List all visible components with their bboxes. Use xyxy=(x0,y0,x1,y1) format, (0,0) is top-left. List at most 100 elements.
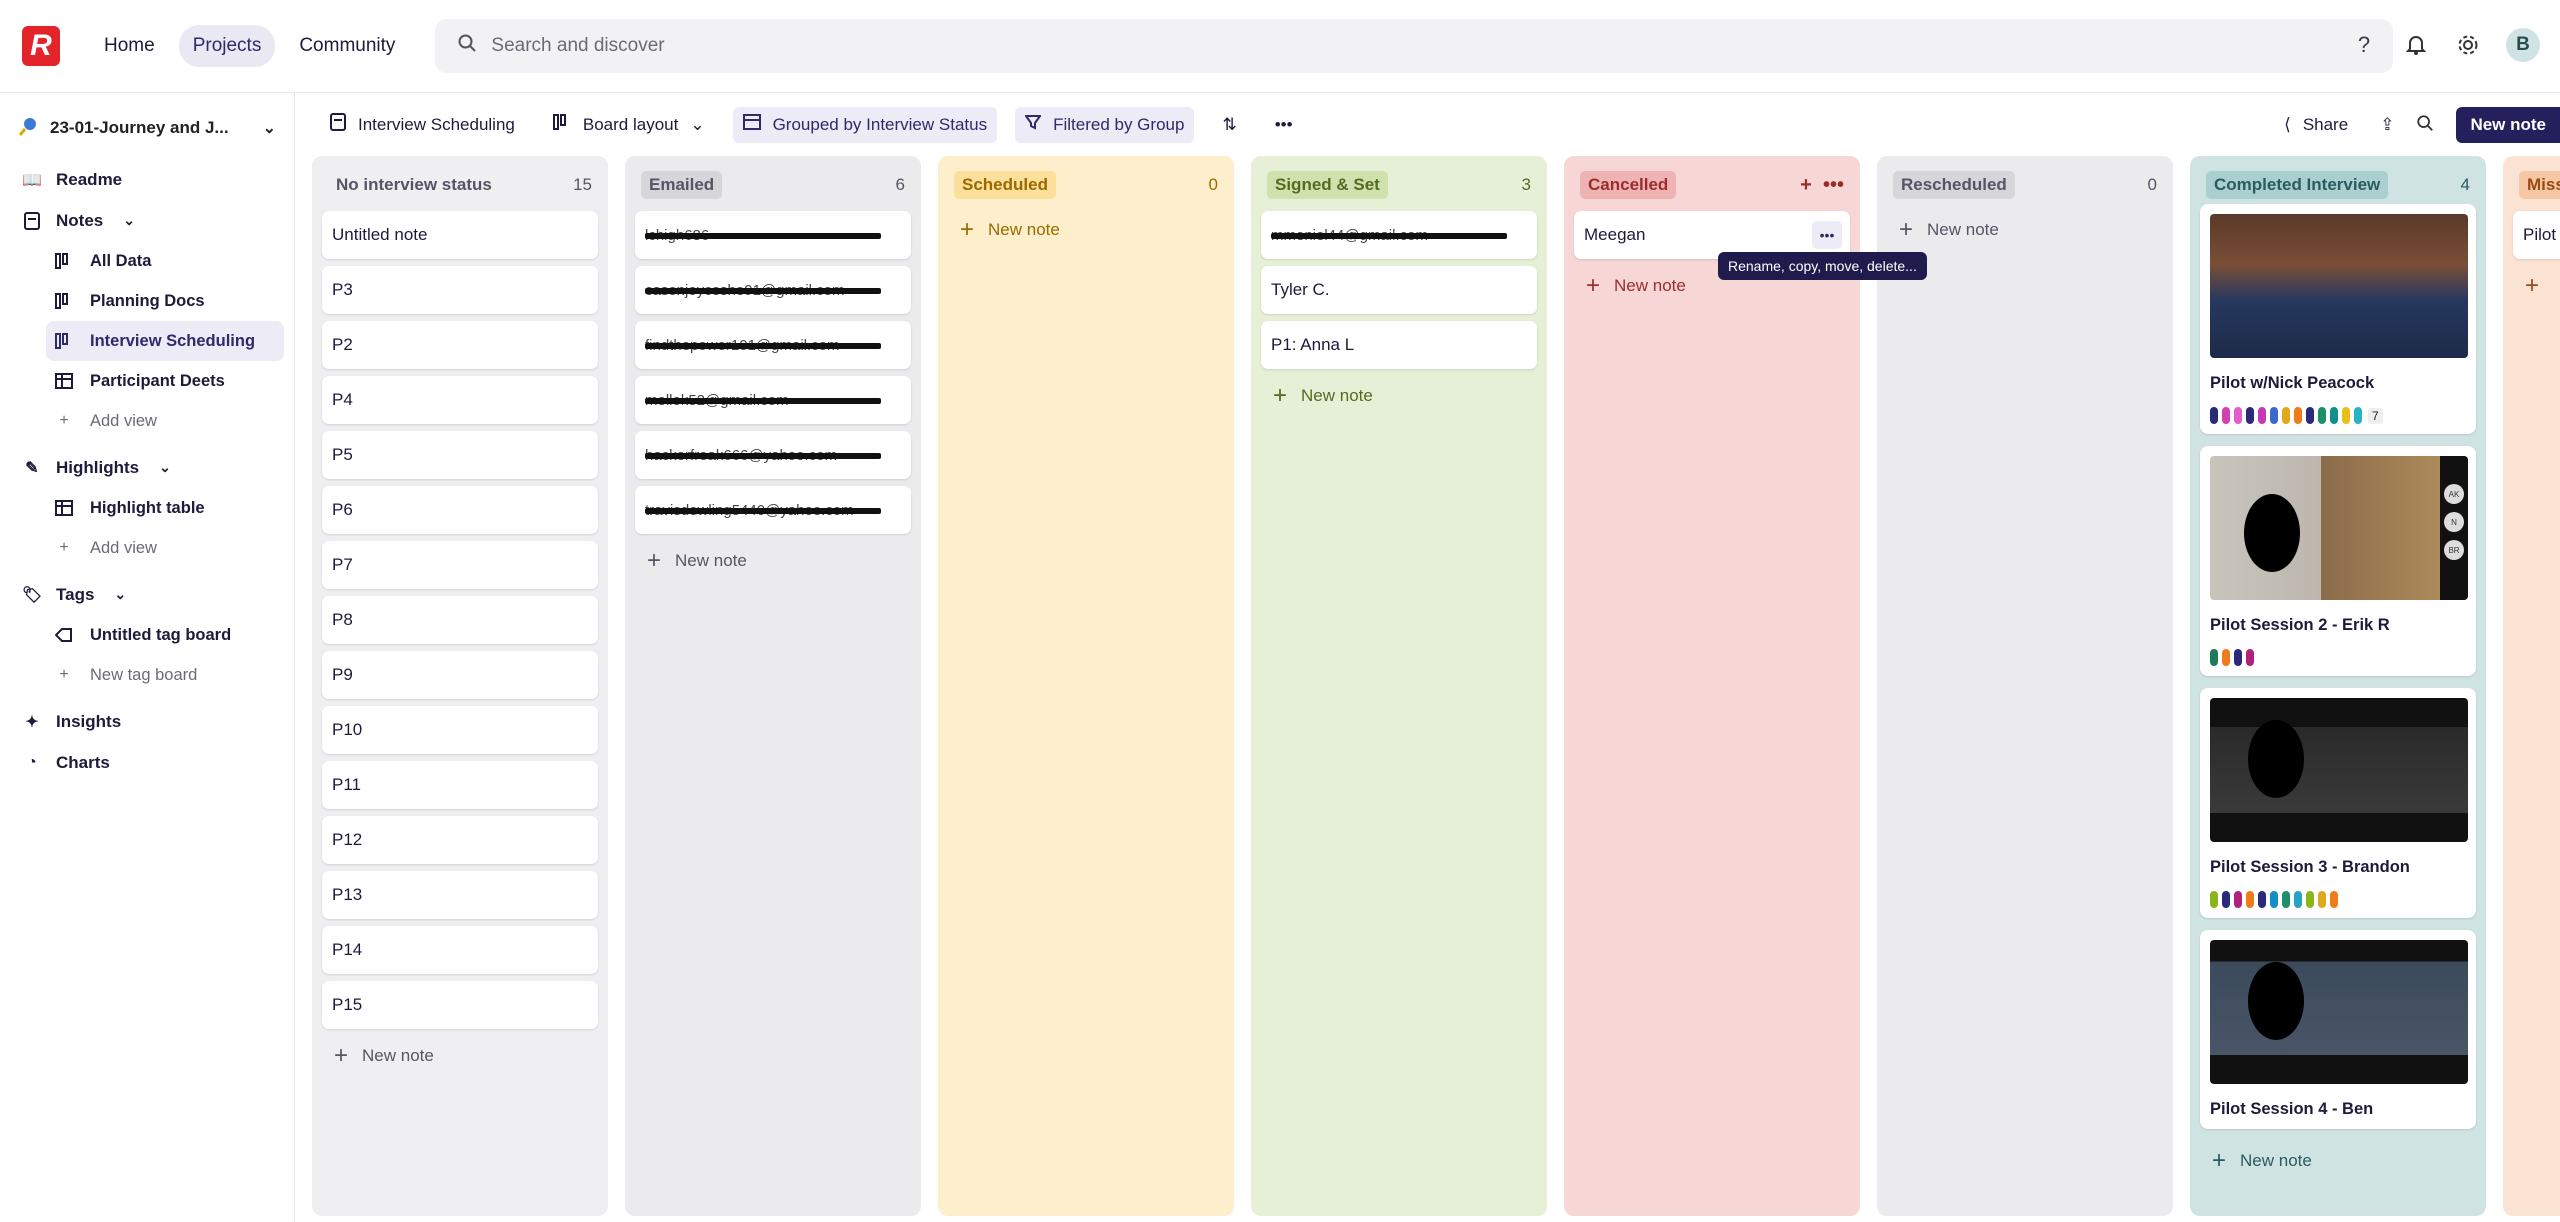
note-card[interactable]: P12 xyxy=(322,816,598,864)
project-selector[interactable]: 23-01-Journey and J... ⌄ xyxy=(0,111,294,145)
column-title: Cancelled xyxy=(1580,171,1677,199)
video-note-card[interactable]: Pilot Session 4 - Ben xyxy=(2200,930,2476,1129)
note-card[interactable]: P6 xyxy=(322,486,598,534)
card-more-options-icon[interactable]: ••• xyxy=(1812,221,1842,249)
note-card[interactable]: lchigh686 xyxy=(635,211,911,259)
nav-community[interactable]: Community xyxy=(299,35,396,56)
add-note-button[interactable]: + New note xyxy=(2200,1141,2476,1181)
note-card[interactable]: casonjoyceshe91@gmail.com xyxy=(635,266,911,314)
app-logo[interactable]: R xyxy=(22,26,60,66)
plus-icon: + xyxy=(334,1042,349,1069)
plus-icon: + xyxy=(1899,216,1914,243)
column-actions[interactable]: + ••• xyxy=(1800,174,1844,197)
upload-icon[interactable]: ⇪ xyxy=(2380,115,2395,134)
sidebar-item-tags[interactable]: 🏷 Tags ⌄ xyxy=(0,574,294,615)
note-card[interactable]: P4 xyxy=(322,376,598,424)
chevron-down-icon[interactable]: ⌄ xyxy=(123,212,135,228)
add-view-button[interactable]: + Add view xyxy=(46,401,284,441)
sidebar-view-participant-deets[interactable]: Participant Deets xyxy=(46,361,284,401)
search-icon[interactable] xyxy=(2416,114,2434,137)
view-name-button[interactable]: Interview Scheduling xyxy=(320,107,525,143)
user-avatar[interactable]: B xyxy=(2506,28,2540,62)
new-note-button[interactable]: New note xyxy=(2456,107,2560,143)
add-note-button[interactable]: + New note xyxy=(1261,376,1537,416)
column-header[interactable]: Cancelled + ••• xyxy=(1574,166,1850,204)
note-card[interactable]: P2 xyxy=(322,321,598,369)
column-header[interactable]: Miss xyxy=(2513,166,2560,204)
video-note-title: Pilot Session 2 - Erik R xyxy=(2210,616,2390,634)
chevron-down-icon[interactable]: ⌄ xyxy=(114,586,127,602)
layout-dropdown[interactable]: Board layout ⌄ xyxy=(543,107,715,143)
video-note-card[interactable]: Pilot w/Nick Peacock 7 xyxy=(2200,204,2476,434)
group-by-button[interactable]: Grouped by Interview Status xyxy=(732,106,998,143)
help-icon[interactable]: ? xyxy=(2357,32,2371,57)
note-card[interactable]: Untitled note xyxy=(322,211,598,259)
column-header[interactable]: Scheduled 0 xyxy=(948,166,1224,204)
plus-icon[interactable]: + xyxy=(1800,173,1812,196)
nav-home[interactable]: Home xyxy=(104,35,155,56)
column-header[interactable]: No interview status 15 xyxy=(322,166,598,204)
note-card[interactable]: mellok52@gmail.com xyxy=(635,376,911,424)
more-options-icon[interactable]: ••• xyxy=(1274,114,1293,134)
note-card[interactable]: mmeniel44@gmail.com xyxy=(1261,211,1537,259)
column-header[interactable]: Signed & Set 3 xyxy=(1261,166,1537,204)
note-card[interactable]: hackerfreak666@yahoo.com xyxy=(635,431,911,479)
add-note-button[interactable]: + New note xyxy=(1574,266,1850,306)
note-card[interactable]: P13 xyxy=(322,871,598,919)
sidebar-item-charts[interactable]: ◔ Charts xyxy=(0,742,294,783)
nav-projects[interactable]: Projects xyxy=(178,25,276,67)
add-note-button[interactable]: + New note xyxy=(322,1036,598,1076)
sidebar-view-planning-docs[interactable]: Planning Docs xyxy=(46,281,284,321)
sidebar-item-readme[interactable]: 📖 Readme xyxy=(0,159,294,200)
chevron-down-icon[interactable]: ⌄ xyxy=(159,459,171,475)
project-icon xyxy=(18,115,40,142)
note-card[interactable]: Meegan ••• xyxy=(1574,211,1850,259)
plus-icon[interactable]: + xyxy=(2525,272,2540,299)
note-card[interactable]: Tyler C. xyxy=(1261,266,1537,314)
note-card[interactable]: P1: Anna L xyxy=(1261,321,1537,369)
note-card[interactable]: findthepower101@gmail.com xyxy=(635,321,911,369)
video-note-card[interactable]: AK N BR Pilot Session 2 - Erik R xyxy=(2200,446,2476,676)
note-card[interactable]: P9 xyxy=(322,651,598,699)
redaction-line xyxy=(645,288,881,294)
column-header[interactable]: Rescheduled 0 xyxy=(1887,166,2163,204)
tag-chip xyxy=(2282,891,2290,908)
sidebar-view-untitled-tag-board[interactable]: Untitled tag board xyxy=(46,615,284,655)
bell-icon[interactable] xyxy=(2402,31,2430,59)
new-tag-board-button[interactable]: + New tag board xyxy=(46,655,284,695)
tag-chip xyxy=(2282,407,2290,424)
column-header[interactable]: Emailed 6 xyxy=(635,166,911,204)
note-card[interactable]: P15 xyxy=(322,981,598,1029)
search-bar[interactable]: Search and discover xyxy=(435,19,2394,73)
top-bar: R Home Projects Community Search and dis… xyxy=(0,0,2560,92)
note-card[interactable]: P3 xyxy=(322,266,598,314)
sidebar-view-all-data[interactable]: All Data xyxy=(46,241,284,281)
redaction-line xyxy=(645,233,881,239)
video-note-card[interactable]: Pilot Session 3 - Brandon xyxy=(2200,688,2476,918)
sidebar-item-highlights[interactable]: ✎ Highlights ⌄ xyxy=(0,447,294,488)
note-card[interactable]: travisdewling5440@yahoo.com xyxy=(635,486,911,534)
add-note-button[interactable]: + New note xyxy=(1887,210,2163,250)
tag-chip xyxy=(2222,649,2230,666)
sidebar-view-interview-scheduling[interactable]: Interview Scheduling xyxy=(46,321,284,361)
add-note-button[interactable]: + New note xyxy=(948,210,1224,250)
tag-chip xyxy=(2234,891,2242,908)
sidebar-view-highlight-table[interactable]: Highlight table xyxy=(46,488,284,528)
gear-icon[interactable] xyxy=(2454,31,2482,59)
sidebar-item-insights[interactable]: ✦ Insights xyxy=(0,701,294,742)
filter-button[interactable]: Filtered by Group xyxy=(1015,106,1195,143)
note-card[interactable]: P11 xyxy=(322,761,598,809)
share-button[interactable]: ⟨ Share xyxy=(2274,107,2358,143)
sort-icon[interactable]: ⇅ xyxy=(1222,114,1237,134)
sidebar-item-notes[interactable]: Notes ⌄ xyxy=(0,200,294,241)
column-header[interactable]: Completed Interview 4 xyxy=(2200,166,2476,204)
note-card[interactable]: P7 xyxy=(322,541,598,589)
note-card[interactable]: P8 xyxy=(322,596,598,644)
note-card[interactable]: P5 xyxy=(322,431,598,479)
note-card[interactable]: Pilot xyxy=(2513,211,2560,259)
add-note-button[interactable]: + New note xyxy=(635,541,911,581)
note-card[interactable]: P10 xyxy=(322,706,598,754)
note-card[interactable]: P14 xyxy=(322,926,598,974)
more-options-icon[interactable]: ••• xyxy=(1822,173,1844,196)
add-view-button[interactable]: + Add view xyxy=(46,528,284,568)
